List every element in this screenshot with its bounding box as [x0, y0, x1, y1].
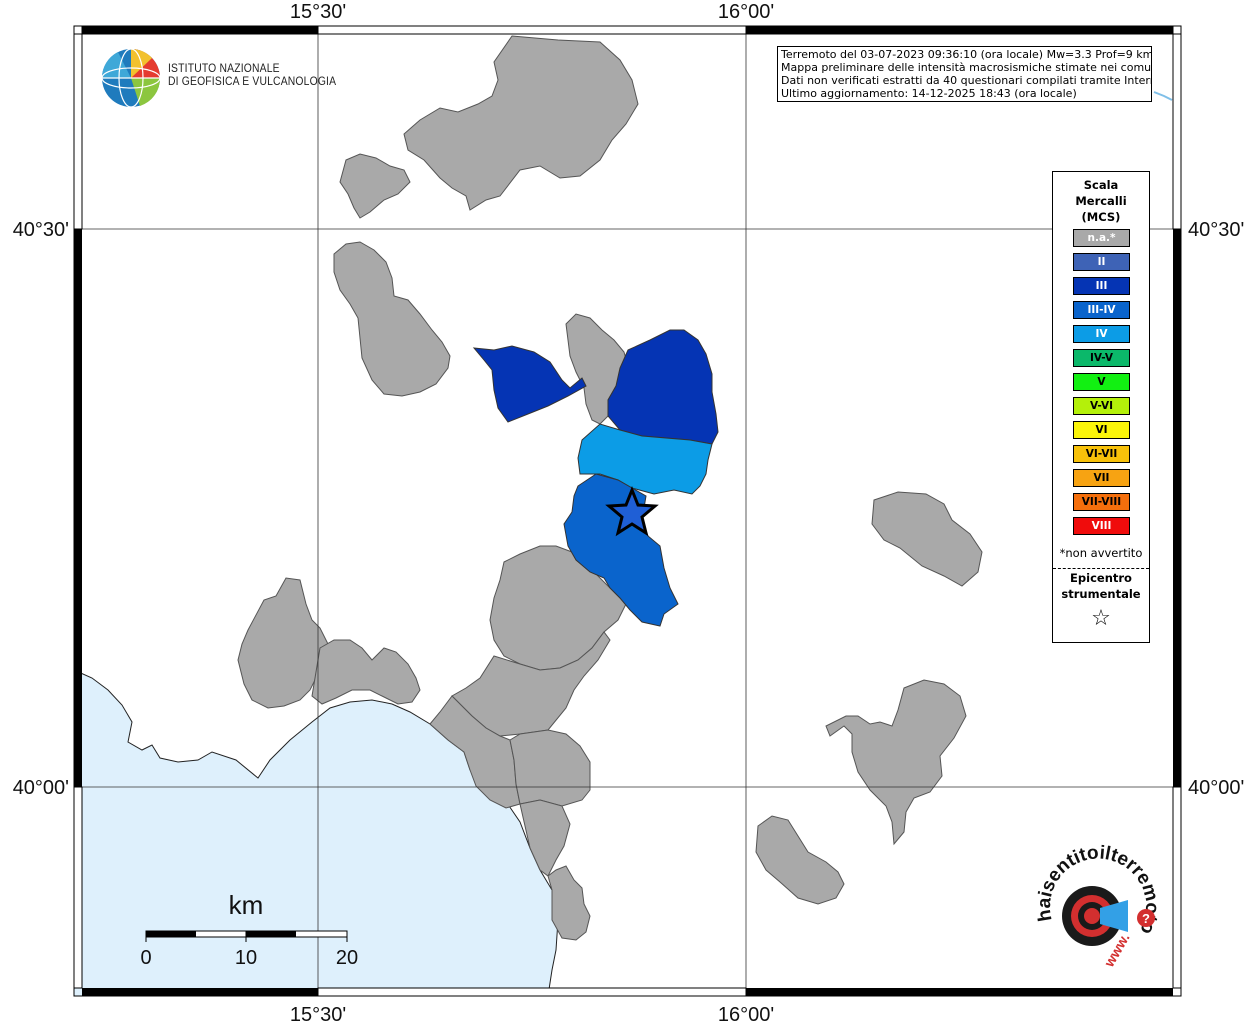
map-frame	[73, 25, 1182, 997]
legend-swatch: II	[1073, 253, 1130, 271]
legend-swatch: VII	[1073, 469, 1130, 487]
earthquake-info-box: Terremoto del 03-07-2023 09:36:10 (ora l…	[777, 46, 1152, 102]
info-line3: Dati non verificati estratti da 40 quest…	[781, 74, 1152, 87]
comune-intensity-III-IV	[563, 473, 679, 627]
legend-epicenter-label: Epicentro strumentale	[1053, 570, 1149, 602]
hsit-megaphone-icon	[1100, 900, 1128, 932]
lat-label-lower-left: 40°00'	[13, 777, 69, 799]
legend-divider	[1053, 568, 1149, 569]
legend-swatch: IV	[1073, 325, 1130, 343]
lon-label-top-left: 15°30'	[290, 1, 346, 23]
scale-tick-10: 10	[235, 947, 257, 969]
comune-intensity-III-east	[607, 329, 719, 445]
comune-intensity-III-west	[472, 345, 587, 423]
legend-swatch: IV-V	[1073, 349, 1130, 367]
lon-label-top-right: 16°00'	[718, 1, 774, 23]
scale-tick-0: 0	[140, 947, 151, 969]
legend-swatch: VI-VII	[1073, 445, 1130, 463]
legend-epicenter-line2: strumentale	[1061, 587, 1141, 601]
intensity-legend: Scala Mercalli (MCS) n.a.* II III III-IV IV I…	[1052, 171, 1150, 643]
institute-name: ISTITUTO NAZIONALE DI GEOFISICA E VULCAN…	[168, 63, 336, 89]
land-east-2	[825, 679, 967, 846]
legend-swatch: V	[1073, 373, 1130, 391]
legend-swatch: n.a.*	[1073, 229, 1130, 247]
land-east-1	[871, 491, 983, 587]
comune-intensity-IV	[577, 423, 713, 495]
river	[1153, 91, 1173, 101]
land-central-5	[519, 799, 571, 877]
land-central-3	[429, 695, 521, 809]
land-north-1	[403, 35, 639, 211]
land-south-coast	[547, 865, 591, 941]
lat-label-upper-right: 40°30'	[1188, 219, 1244, 241]
legend-swatch: V-VI	[1073, 397, 1130, 415]
svg-text:?: ?	[1142, 911, 1150, 926]
legend-title: Scala Mercalli (MCS)	[1053, 177, 1149, 225]
legend-note: *non avvertito	[1059, 546, 1143, 560]
legend-swatch: VIII	[1073, 517, 1130, 535]
sea-area	[73, 669, 559, 997]
land-north-2	[339, 153, 411, 219]
land-group	[237, 35, 983, 941]
legend-swatch: III	[1073, 277, 1130, 295]
info-line2: Mappa preliminare delle intensità macros…	[781, 61, 1152, 74]
legend-title-line3: (MCS)	[1081, 210, 1121, 224]
scale-bar: km 0 10 20	[140, 890, 358, 969]
legend-star-icon: ☆	[1091, 606, 1111, 631]
graticule	[74, 26, 1181, 996]
ingv-logo-icon	[101, 48, 161, 108]
scale-tick-20: 20	[336, 947, 358, 969]
epicenter-star	[605, 485, 659, 537]
lon-label-bottom-right: 16°00'	[718, 1004, 774, 1024]
info-line1: Terremoto del 03-07-2023 09:36:10 (ora l…	[781, 48, 1152, 61]
lon-label-bottom-left: 15°30'	[290, 1004, 346, 1024]
legend-epicenter-line1: Epicentro	[1070, 571, 1132, 585]
legend-swatch: VII-VIII	[1073, 493, 1130, 511]
lat-label-upper-left: 40°30'	[13, 219, 69, 241]
hsit-question-icon	[1137, 909, 1155, 927]
institute-line1: ISTITUTO NAZIONALE	[168, 63, 280, 75]
land-peninsula-west	[333, 241, 451, 397]
legend-swatch: VI	[1073, 421, 1130, 439]
land-east-3	[755, 815, 845, 905]
institute-line2: DI GEOFISICA E VULCANOLOGIA	[168, 76, 337, 88]
legend-title-line2: Mercalli	[1075, 194, 1127, 208]
lat-label-lower-right: 40°00'	[1188, 777, 1244, 799]
legend-title-line1: Scala	[1083, 178, 1119, 192]
scale-unit: km	[229, 890, 264, 920]
land-west-2	[311, 639, 421, 705]
legend-swatch: III-IV	[1073, 301, 1130, 319]
info-line4: Ultimo aggiornamento: 14-12-2025 18:43 (…	[781, 87, 1077, 100]
